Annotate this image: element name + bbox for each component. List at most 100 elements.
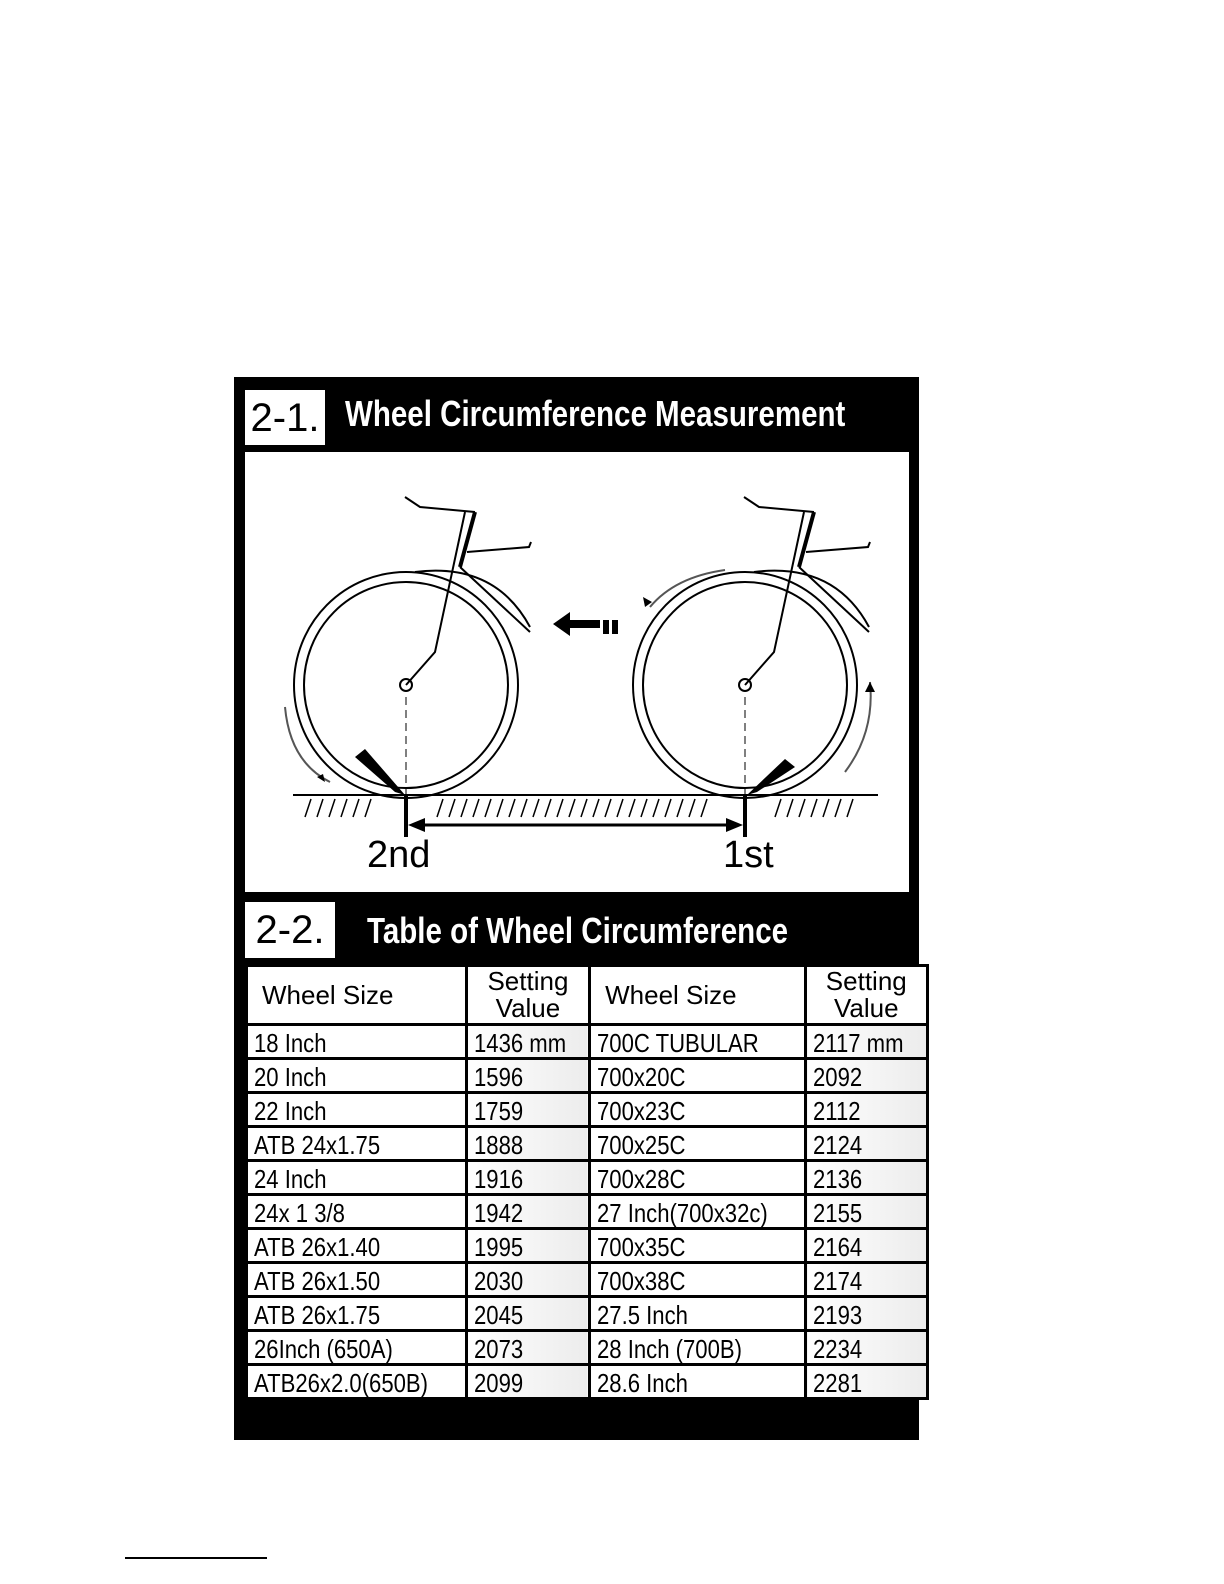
cell-text: 1596 bbox=[473, 1062, 523, 1092]
cell-text: 22 Inch bbox=[254, 1096, 327, 1126]
column-header: Setting Value bbox=[464, 964, 592, 1026]
wheel-size-cell: 27 Inch(700x32c) bbox=[588, 1193, 808, 1230]
setting-value-cell: 2174 bbox=[804, 1261, 929, 1298]
cell-text: 1995 bbox=[473, 1232, 523, 1262]
section-title: Wheel Circumference Measurement bbox=[345, 393, 846, 434]
section-2-2-header: 2-2. Table of Wheel Circumference bbox=[234, 892, 919, 964]
wheel-size-cell: 700x20C bbox=[588, 1057, 808, 1094]
column-header: Wheel Size bbox=[588, 964, 808, 1026]
setting-value-cell: 2124 bbox=[804, 1125, 929, 1162]
wheel-size-cell: 700x38C bbox=[588, 1261, 808, 1298]
cell-text: 2234 bbox=[813, 1334, 863, 1364]
cell-text: 27.5 Inch bbox=[597, 1300, 689, 1330]
direction-arrow-icon bbox=[553, 612, 600, 636]
wheel-size-cell: 28 Inch (700B) bbox=[588, 1329, 808, 1366]
cell-text: 700x20C bbox=[597, 1062, 686, 1092]
footnote-separator bbox=[125, 1557, 267, 1559]
label-first-mark: 1st bbox=[723, 834, 774, 876]
cell-text: 20 Inch bbox=[254, 1062, 327, 1092]
setting-value-cell: 1436 mm bbox=[464, 1023, 592, 1060]
cell-text: 2155 bbox=[813, 1198, 863, 1228]
cell-text: 700x35C bbox=[597, 1232, 686, 1262]
setting-value-cell: 2234 bbox=[804, 1329, 929, 1366]
wheel-size-cell: ATB 26x1.40 bbox=[245, 1227, 468, 1264]
cell-text: 27 Inch(700x32c) bbox=[597, 1198, 768, 1228]
section-2-1-header: 2-1. Wheel Circumference Measurement bbox=[234, 377, 919, 452]
cell-text: 2112 bbox=[813, 1096, 861, 1126]
wheel-size-cell: ATB26x2.0(650B) bbox=[245, 1363, 468, 1400]
cell-text: ATB 26x1.50 bbox=[254, 1266, 381, 1296]
cell-text: 2174 bbox=[813, 1266, 863, 1296]
wheel-size-cell: ATB 24x1.75 bbox=[245, 1125, 468, 1162]
table-row: ATB 26x1.50 2030 700x38C 2174 bbox=[245, 1261, 929, 1298]
cell-text: ATB 26x1.40 bbox=[254, 1232, 381, 1262]
setting-value-cell: 2193 bbox=[804, 1295, 929, 1332]
cell-text: 2193 bbox=[813, 1300, 863, 1330]
cell-text: 2136 bbox=[813, 1164, 863, 1194]
chalk-marker-icon bbox=[355, 749, 405, 795]
table-row: ATB 24x1.75 1888 700x25C 2124 bbox=[245, 1125, 929, 1162]
setting-value-cell: 1888 bbox=[464, 1125, 592, 1162]
wheel-size-cell: 26Inch (650A) bbox=[245, 1329, 468, 1366]
wheel-size-cell: 700C TUBULAR bbox=[588, 1023, 808, 1060]
cell-text: ATB 26x1.75 bbox=[254, 1300, 381, 1330]
cell-text: 700C TUBULAR bbox=[597, 1028, 759, 1058]
bicycle-right-icon bbox=[632, 496, 871, 799]
table-row: 24x 1 3/8 1942 27 Inch(700x32c) 2155 bbox=[245, 1193, 929, 1230]
wheel-size-cell: 22 Inch bbox=[245, 1091, 468, 1128]
table-row: ATB 26x1.40 1995 700x35C 2164 bbox=[245, 1227, 929, 1264]
wheel-size-cell: 700x35C bbox=[588, 1227, 808, 1264]
wheel-size-cell: 18 Inch bbox=[245, 1023, 468, 1060]
column-header: Setting Value bbox=[804, 964, 929, 1026]
cell-text: 2164 bbox=[813, 1232, 863, 1262]
table-row: 24 Inch 1916 700x28C 2136 bbox=[245, 1159, 929, 1196]
cell-text: 2124 bbox=[813, 1130, 863, 1160]
setting-value-cell: 2092 bbox=[804, 1057, 929, 1094]
cell-text: 1916 bbox=[473, 1164, 523, 1194]
cell-text: 26Inch (650A) bbox=[254, 1334, 393, 1364]
cell-text: 2281 bbox=[813, 1368, 863, 1398]
bicycle-left-icon bbox=[293, 496, 532, 799]
cell-text: 1436 mm bbox=[473, 1028, 566, 1058]
setting-value-cell: 2155 bbox=[804, 1193, 929, 1230]
table-row: 18 Inch 1436 mm 700C TUBULAR 2117 mm bbox=[245, 1023, 929, 1060]
cell-text: 28 Inch (700B) bbox=[597, 1334, 743, 1364]
wheel-size-cell: 20 Inch bbox=[245, 1057, 468, 1094]
chalk-marker-icon bbox=[747, 759, 795, 795]
cell-text: 28.6 Inch bbox=[597, 1368, 689, 1398]
setting-value-cell: 1759 bbox=[464, 1091, 592, 1128]
setting-value-cell: 2073 bbox=[464, 1329, 592, 1366]
wheel-size-cell: 27.5 Inch bbox=[588, 1295, 808, 1332]
cell-text: 1759 bbox=[473, 1096, 523, 1126]
cell-text: 1942 bbox=[473, 1198, 523, 1228]
cell-text: 700x38C bbox=[597, 1266, 686, 1296]
setting-value-cell: 1995 bbox=[464, 1227, 592, 1264]
wheel-size-cell: ATB 26x1.75 bbox=[245, 1295, 468, 1332]
cell-text: 24 Inch bbox=[254, 1164, 327, 1194]
table-row: 26Inch (650A) 2073 28 Inch (700B) 2234 bbox=[245, 1329, 929, 1366]
cell-text: 1888 bbox=[473, 1130, 523, 1160]
setting-value-cell: 1596 bbox=[464, 1057, 592, 1094]
wheel-size-cell: 24x 1 3/8 bbox=[245, 1193, 468, 1230]
cell-text: 700x28C bbox=[597, 1164, 686, 1194]
cell-text: ATB26x2.0(650B) bbox=[254, 1368, 429, 1398]
label-second-mark: 2nd bbox=[367, 834, 430, 876]
wheel-circumference-table: Wheel Size Setting Value Wheel Size Sett… bbox=[245, 964, 929, 1400]
wheel-circumference-panel: 2-1. Wheel Circumference Measurement bbox=[234, 377, 929, 1440]
section-number: 2-2. bbox=[245, 902, 335, 958]
table-row: ATB 26x1.75 2045 27.5 Inch 2193 bbox=[245, 1295, 929, 1332]
wheel-size-cell: 700x23C bbox=[588, 1091, 808, 1128]
wheel-size-cell: ATB 26x1.50 bbox=[245, 1261, 468, 1298]
cell-text: 2092 bbox=[813, 1062, 863, 1092]
wheel-size-cell: 700x25C bbox=[588, 1125, 808, 1162]
table-header-row: Wheel Size Setting Value Wheel Size Sett… bbox=[245, 964, 929, 1026]
cell-text: 2045 bbox=[473, 1300, 523, 1330]
table-row: 22 Inch 1759 700x23C 2112 bbox=[245, 1091, 929, 1128]
setting-value-cell: 2030 bbox=[464, 1261, 592, 1298]
setting-value-cell: 1942 bbox=[464, 1193, 592, 1230]
setting-value-cell: 2112 bbox=[804, 1091, 929, 1128]
wheel-size-cell: 700x28C bbox=[588, 1159, 808, 1196]
column-header: Wheel Size bbox=[245, 964, 468, 1026]
wheel-size-cell: 28.6 Inch bbox=[588, 1363, 808, 1400]
cell-text: ATB 24x1.75 bbox=[254, 1130, 381, 1160]
